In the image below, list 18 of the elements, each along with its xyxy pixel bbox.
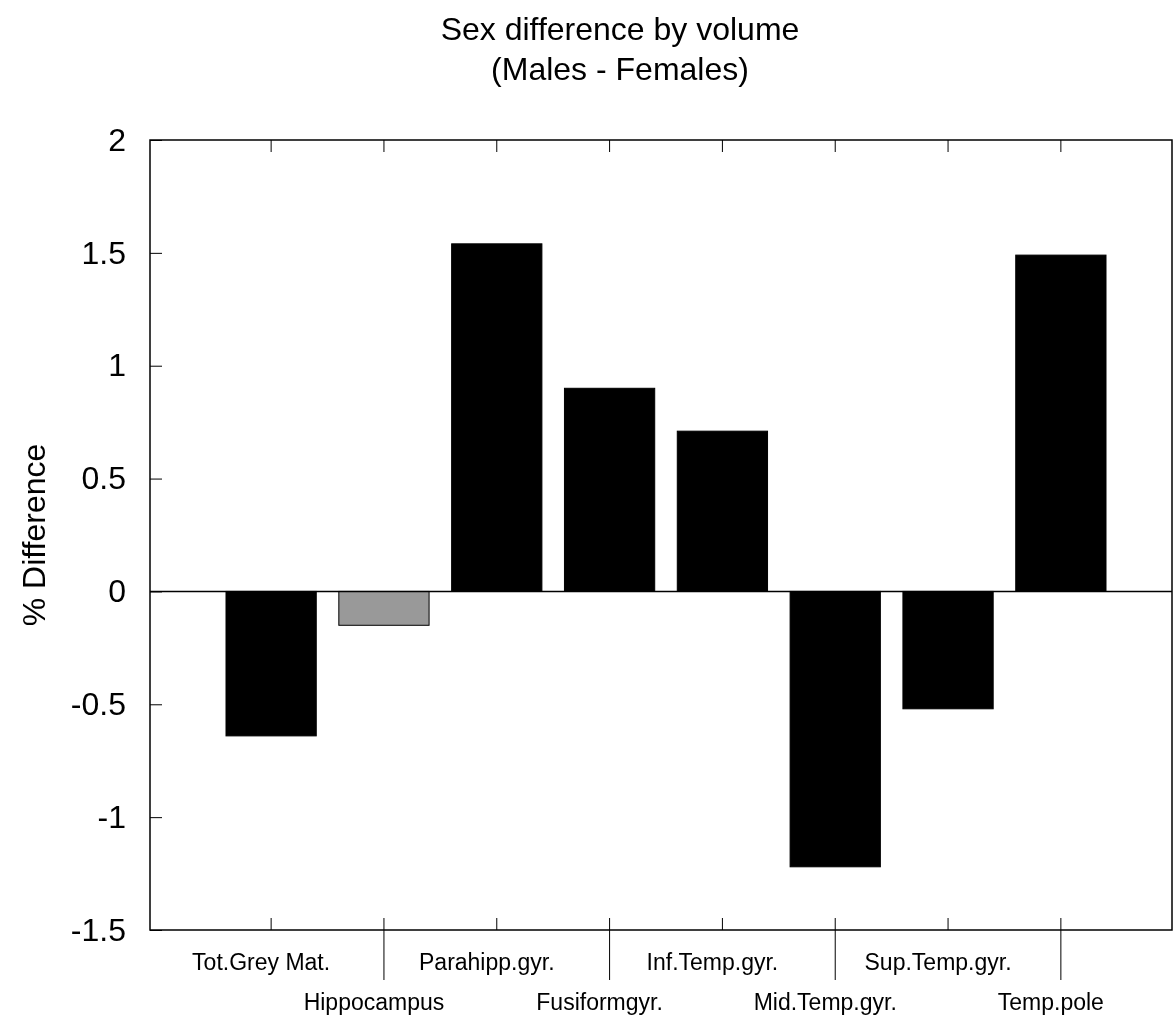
y-tick-label: 1.5 bbox=[81, 234, 126, 271]
y-tick-label: 0 bbox=[108, 573, 126, 610]
x-tick-label: Sup.Temp.gyr. bbox=[864, 949, 1012, 975]
x-tick-label: Parahipp.gyr. bbox=[419, 949, 555, 975]
x-tick-label: Fusiformgyr. bbox=[536, 989, 663, 1015]
y-tick-label: -1.5 bbox=[70, 911, 126, 948]
y-tick-label: 0.5 bbox=[81, 460, 126, 497]
x-tick-label: Hippocampus bbox=[303, 989, 445, 1015]
x-tick-label: Inf.Temp.gyr. bbox=[646, 949, 779, 975]
x-tick-label: Tot.Grey Mat. bbox=[192, 949, 331, 975]
chart-title: Sex difference by volume (Males - Females) bbox=[440, 11, 800, 87]
y-tick-label: -0.5 bbox=[70, 686, 126, 723]
y-tick-label: -1 bbox=[97, 798, 126, 835]
y-axis-title: % Difference bbox=[16, 443, 52, 627]
x-tick-label: Temp.pole bbox=[997, 989, 1104, 1015]
y-tick-label: 2 bbox=[108, 121, 126, 158]
x-tick-label: Mid.Temp.gyr. bbox=[753, 989, 897, 1015]
y-tick-label: 1 bbox=[108, 347, 126, 384]
